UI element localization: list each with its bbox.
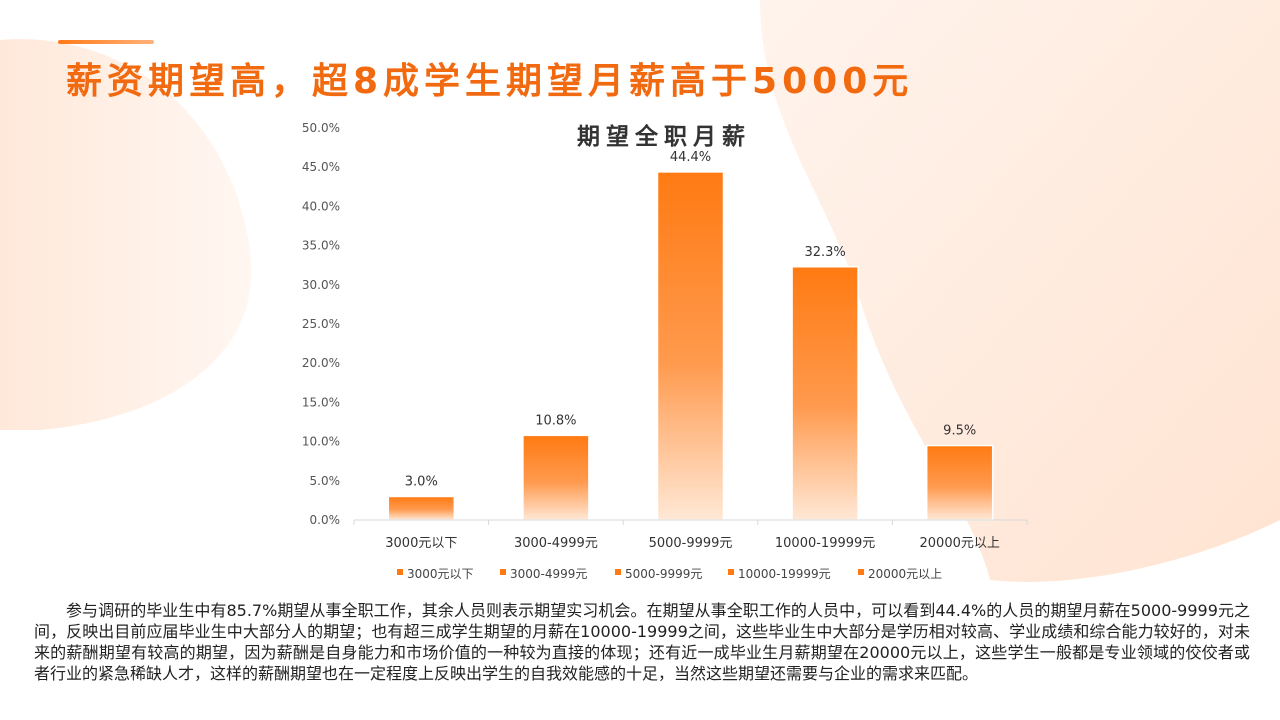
y-tick-label: 45.0% [302, 160, 340, 174]
x-tick-label: 3000元以下 [385, 536, 457, 551]
data-label: 3.0% [405, 474, 438, 489]
y-tick-label: 40.0% [302, 199, 340, 213]
title-accent-line [58, 40, 154, 44]
legend-label: 3000-4999元 [510, 567, 587, 581]
data-label: 32.3% [804, 245, 845, 260]
y-tick-label: 15.0% [302, 395, 340, 409]
legend-label: 5000-9999元 [625, 567, 702, 581]
legend-swatch [500, 569, 506, 575]
y-tick-label: 35.0% [302, 239, 340, 253]
legend-swatch [397, 569, 403, 575]
chart-title: 期望全职月薪 [577, 123, 751, 150]
salary-bar-chart: 期望全职月薪 0.0% 5.0% 10.0% 15.0% 20.0% 25.0% 30.0%… [302, 121, 1028, 581]
y-tick-label: 10.0% [302, 435, 340, 449]
bar [791, 266, 859, 521]
data-label: 10.8% [535, 413, 576, 428]
legend-label: 10000-19999元 [738, 567, 831, 581]
page-title: 薪资期望高，超8成学生期望月薪高于5000元 [66, 61, 914, 102]
data-label: 44.4% [670, 150, 711, 165]
legend-label: 3000元以下 [407, 567, 474, 581]
bar [522, 434, 590, 521]
bar [387, 495, 456, 521]
legend-swatch [858, 569, 864, 575]
x-tick-label: 3000-4999元 [514, 536, 598, 551]
y-tick-label: 5.0% [310, 474, 341, 488]
bars: 3.0% 10.8% 44.4% 32.3% 9.5% [387, 150, 994, 521]
decor-shape-right [760, 0, 1280, 582]
x-tick-label: 5000-9999元 [649, 536, 733, 551]
y-tick-label: 25.0% [302, 317, 340, 331]
x-axis: 3000元以下 3000-4999元 5000-9999元 10000-19999元 2… [353, 519, 1028, 551]
legend: 3000元以下 3000-4999元 5000-9999元 10000-19999元 2… [397, 567, 942, 581]
legend-swatch [728, 569, 734, 575]
y-axis: 0.0% 5.0% 10.0% 15.0% 20.0% 25.0% 30.0% 35.0% 40… [302, 121, 340, 527]
description-paragraph: 参与调研的毕业生中有85.7%期望从事全职工作，其余人员则表示期望实习机会。在期… [34, 601, 1250, 683]
decor-shape-left [0, 39, 252, 431]
data-label: 9.5% [943, 424, 976, 439]
bar [925, 444, 994, 521]
x-tick-label: 10000-19999元 [775, 536, 875, 551]
y-tick-label: 20.0% [302, 356, 340, 370]
y-tick-label: 50.0% [302, 121, 340, 135]
legend-label: 20000元以上 [868, 567, 942, 581]
x-tick-label: 20000元以上 [920, 536, 1000, 551]
bar [656, 171, 725, 521]
y-tick-label: 0.0% [310, 513, 341, 527]
legend-swatch [615, 569, 621, 575]
y-tick-label: 30.0% [302, 278, 340, 292]
